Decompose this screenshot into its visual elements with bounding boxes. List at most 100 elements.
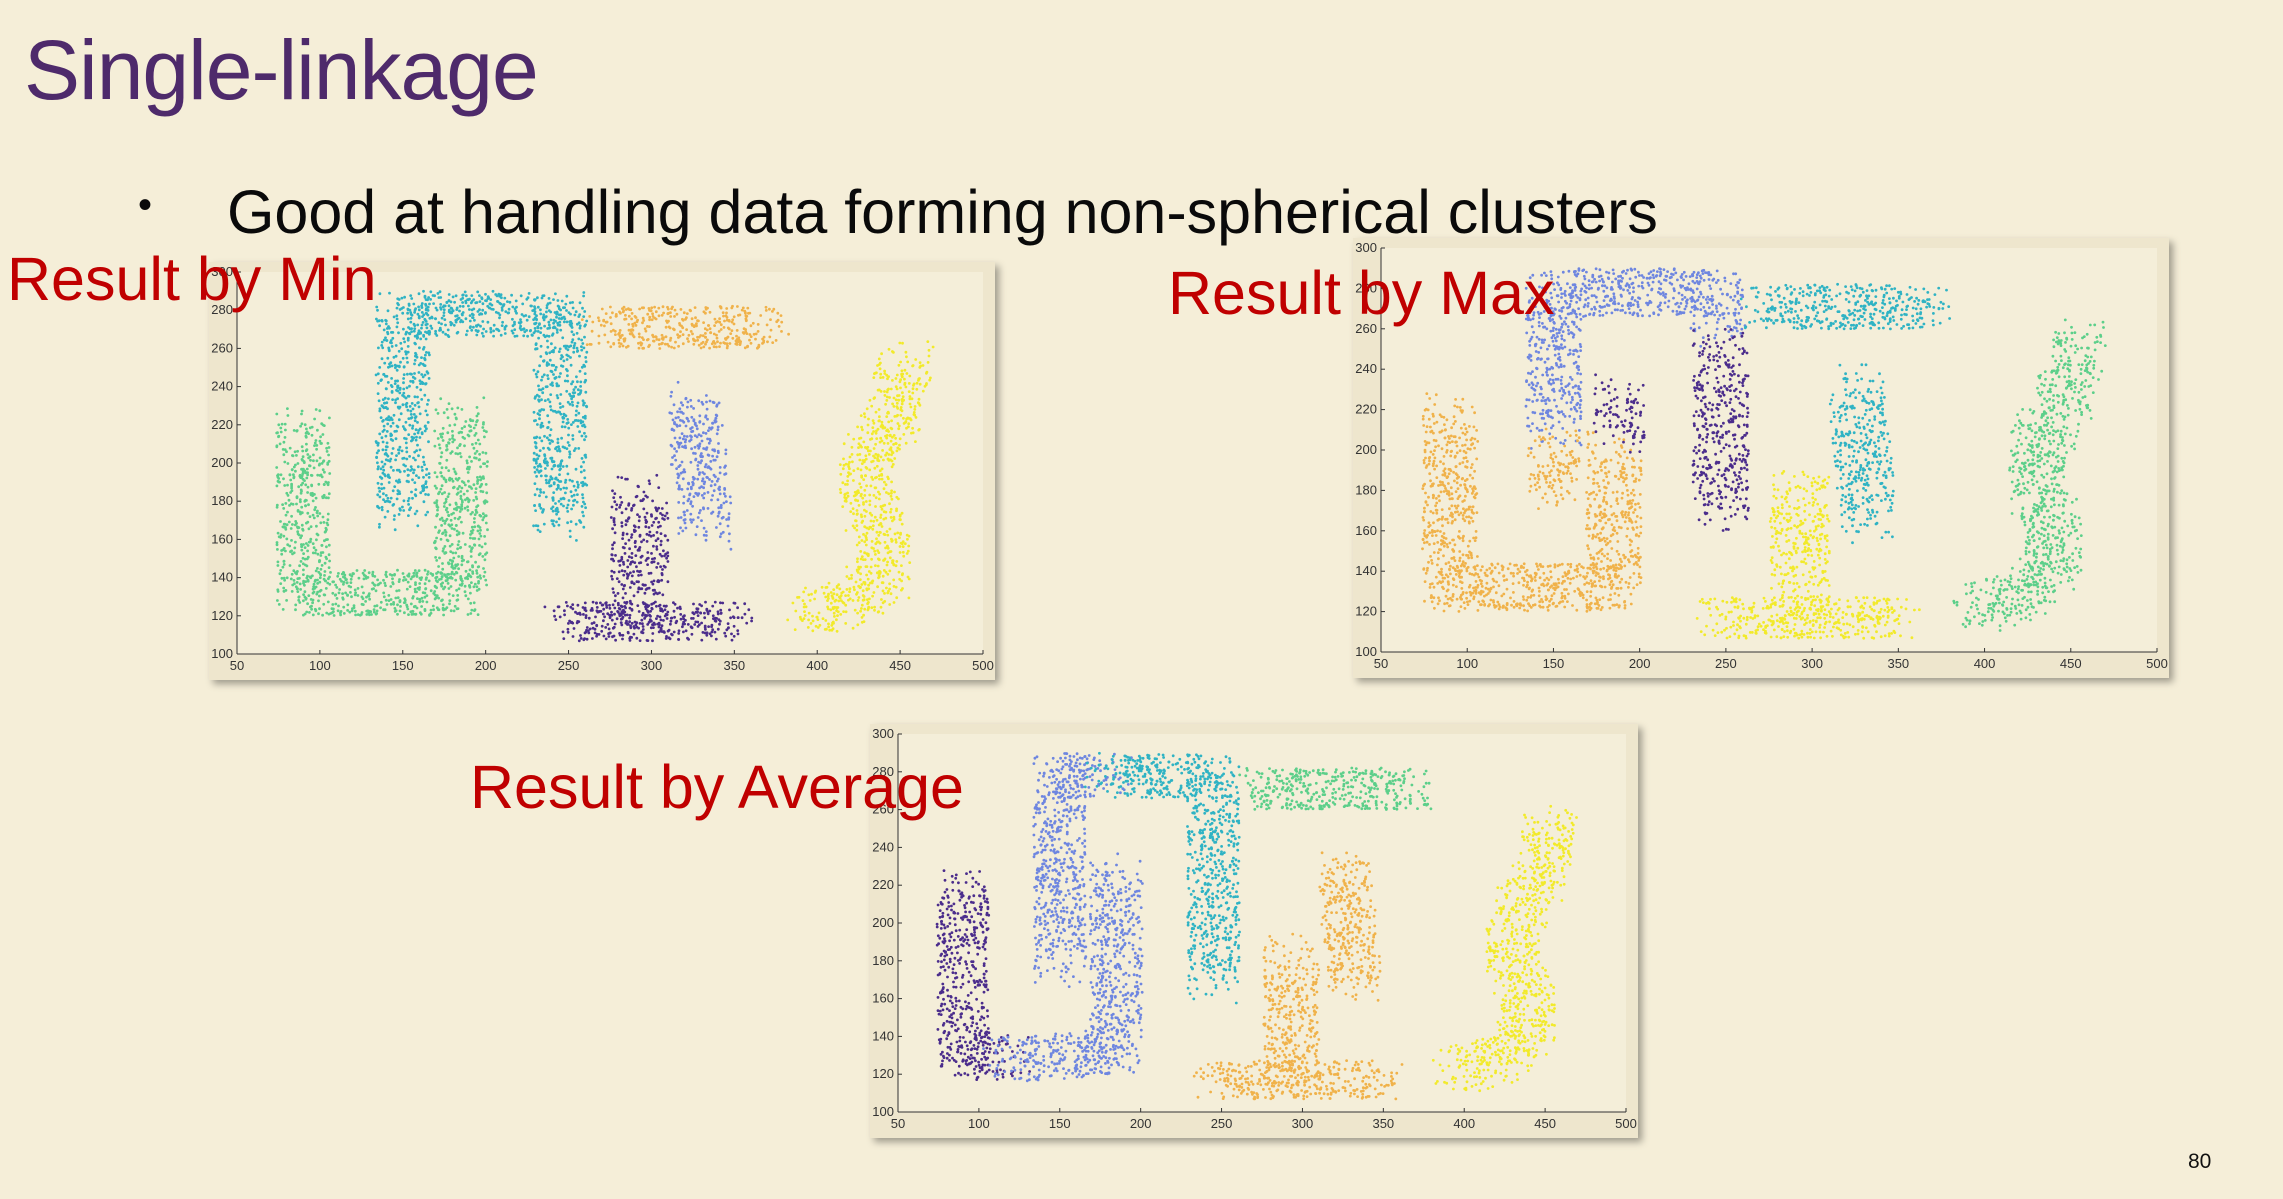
data-point: [630, 581, 634, 585]
data-point: [437, 596, 441, 600]
data-point: [591, 637, 594, 640]
data-point: [573, 342, 577, 345]
data-point: [580, 505, 584, 508]
data-point: [613, 523, 617, 527]
data-point: [570, 507, 573, 511]
data-point: [882, 458, 885, 462]
data-point: [584, 378, 587, 382]
data-point: [572, 449, 576, 452]
data-point: [1531, 370, 1534, 373]
data-point: [881, 611, 885, 615]
data-point: [634, 554, 638, 557]
data-point: [284, 513, 288, 517]
data-point: [463, 590, 467, 594]
data-point: [435, 572, 438, 575]
data-point: [653, 557, 656, 560]
data-point: [554, 447, 557, 451]
data-point: [279, 473, 283, 477]
data-point: [327, 543, 331, 547]
data-point: [282, 586, 286, 590]
data-point: [398, 445, 402, 449]
data-point: [689, 405, 693, 408]
data-point: [390, 377, 393, 380]
data-point: [560, 299, 564, 303]
data-point: [401, 425, 405, 428]
data-point: [750, 619, 753, 623]
data-point: [411, 426, 414, 430]
data-point: [859, 572, 862, 576]
data-point: [882, 559, 885, 562]
data-point: [860, 474, 863, 478]
data-point: [582, 500, 585, 504]
data-point: [420, 465, 424, 469]
data-point: [553, 377, 557, 380]
data-point: [704, 530, 708, 533]
data-point: [320, 442, 323, 445]
data-point: [840, 599, 843, 602]
data-point: [423, 568, 427, 572]
data-point: [719, 323, 723, 327]
data-point: [565, 486, 568, 490]
data-point: [704, 335, 707, 339]
data-point: [409, 409, 413, 413]
data-point: [723, 319, 726, 323]
data-point: [603, 615, 606, 619]
data-point: [706, 437, 709, 441]
data-point: [370, 587, 374, 591]
data-point: [412, 413, 416, 416]
data-point: [449, 306, 453, 310]
data-point: [846, 491, 849, 495]
data-point: [877, 419, 881, 423]
data-point: [630, 608, 634, 611]
data-point: [497, 311, 500, 315]
data-point: [300, 511, 304, 515]
data-point: [384, 322, 388, 326]
data-point: [307, 540, 311, 544]
data-point: [871, 459, 875, 463]
data-point: [691, 332, 694, 336]
data-point: [588, 342, 592, 346]
data-point: [375, 456, 378, 459]
data-point: [389, 496, 393, 500]
data-point: [464, 299, 468, 303]
data-point: [705, 633, 709, 637]
data-point: [442, 547, 445, 550]
data-point: [844, 622, 848, 625]
data-point: [451, 295, 455, 299]
data-point: [865, 531, 869, 535]
data-point: [890, 539, 894, 542]
data-point: [915, 387, 919, 391]
data-point: [312, 516, 316, 520]
data-point: [481, 308, 485, 312]
data-point: [417, 315, 421, 318]
data-point: [709, 427, 713, 431]
data-point: [653, 305, 656, 309]
data-point: [672, 630, 676, 634]
data-point: [744, 328, 747, 331]
data-point: [835, 629, 839, 633]
data-point: [780, 320, 784, 324]
data-point: [828, 628, 832, 632]
data-point: [285, 537, 289, 541]
data-point: [737, 313, 740, 317]
data-point: [534, 446, 538, 450]
data-point: [669, 443, 673, 447]
data-point: [675, 450, 678, 453]
data-point: [283, 484, 287, 487]
y-tick-label: 180: [211, 493, 233, 508]
data-point: [643, 327, 647, 331]
data-point: [301, 455, 305, 459]
data-point: [397, 349, 401, 353]
data-point: [738, 343, 742, 346]
data-point: [411, 595, 415, 598]
data-point: [472, 325, 475, 329]
data-point: [397, 478, 401, 482]
data-point: [647, 307, 651, 310]
data-point: [666, 342, 669, 346]
data-point: [903, 368, 907, 372]
data-point: [1551, 373, 1554, 377]
data-point: [486, 460, 489, 464]
data-point: [467, 434, 471, 438]
data-point: [831, 621, 834, 625]
data-point: [481, 451, 485, 454]
